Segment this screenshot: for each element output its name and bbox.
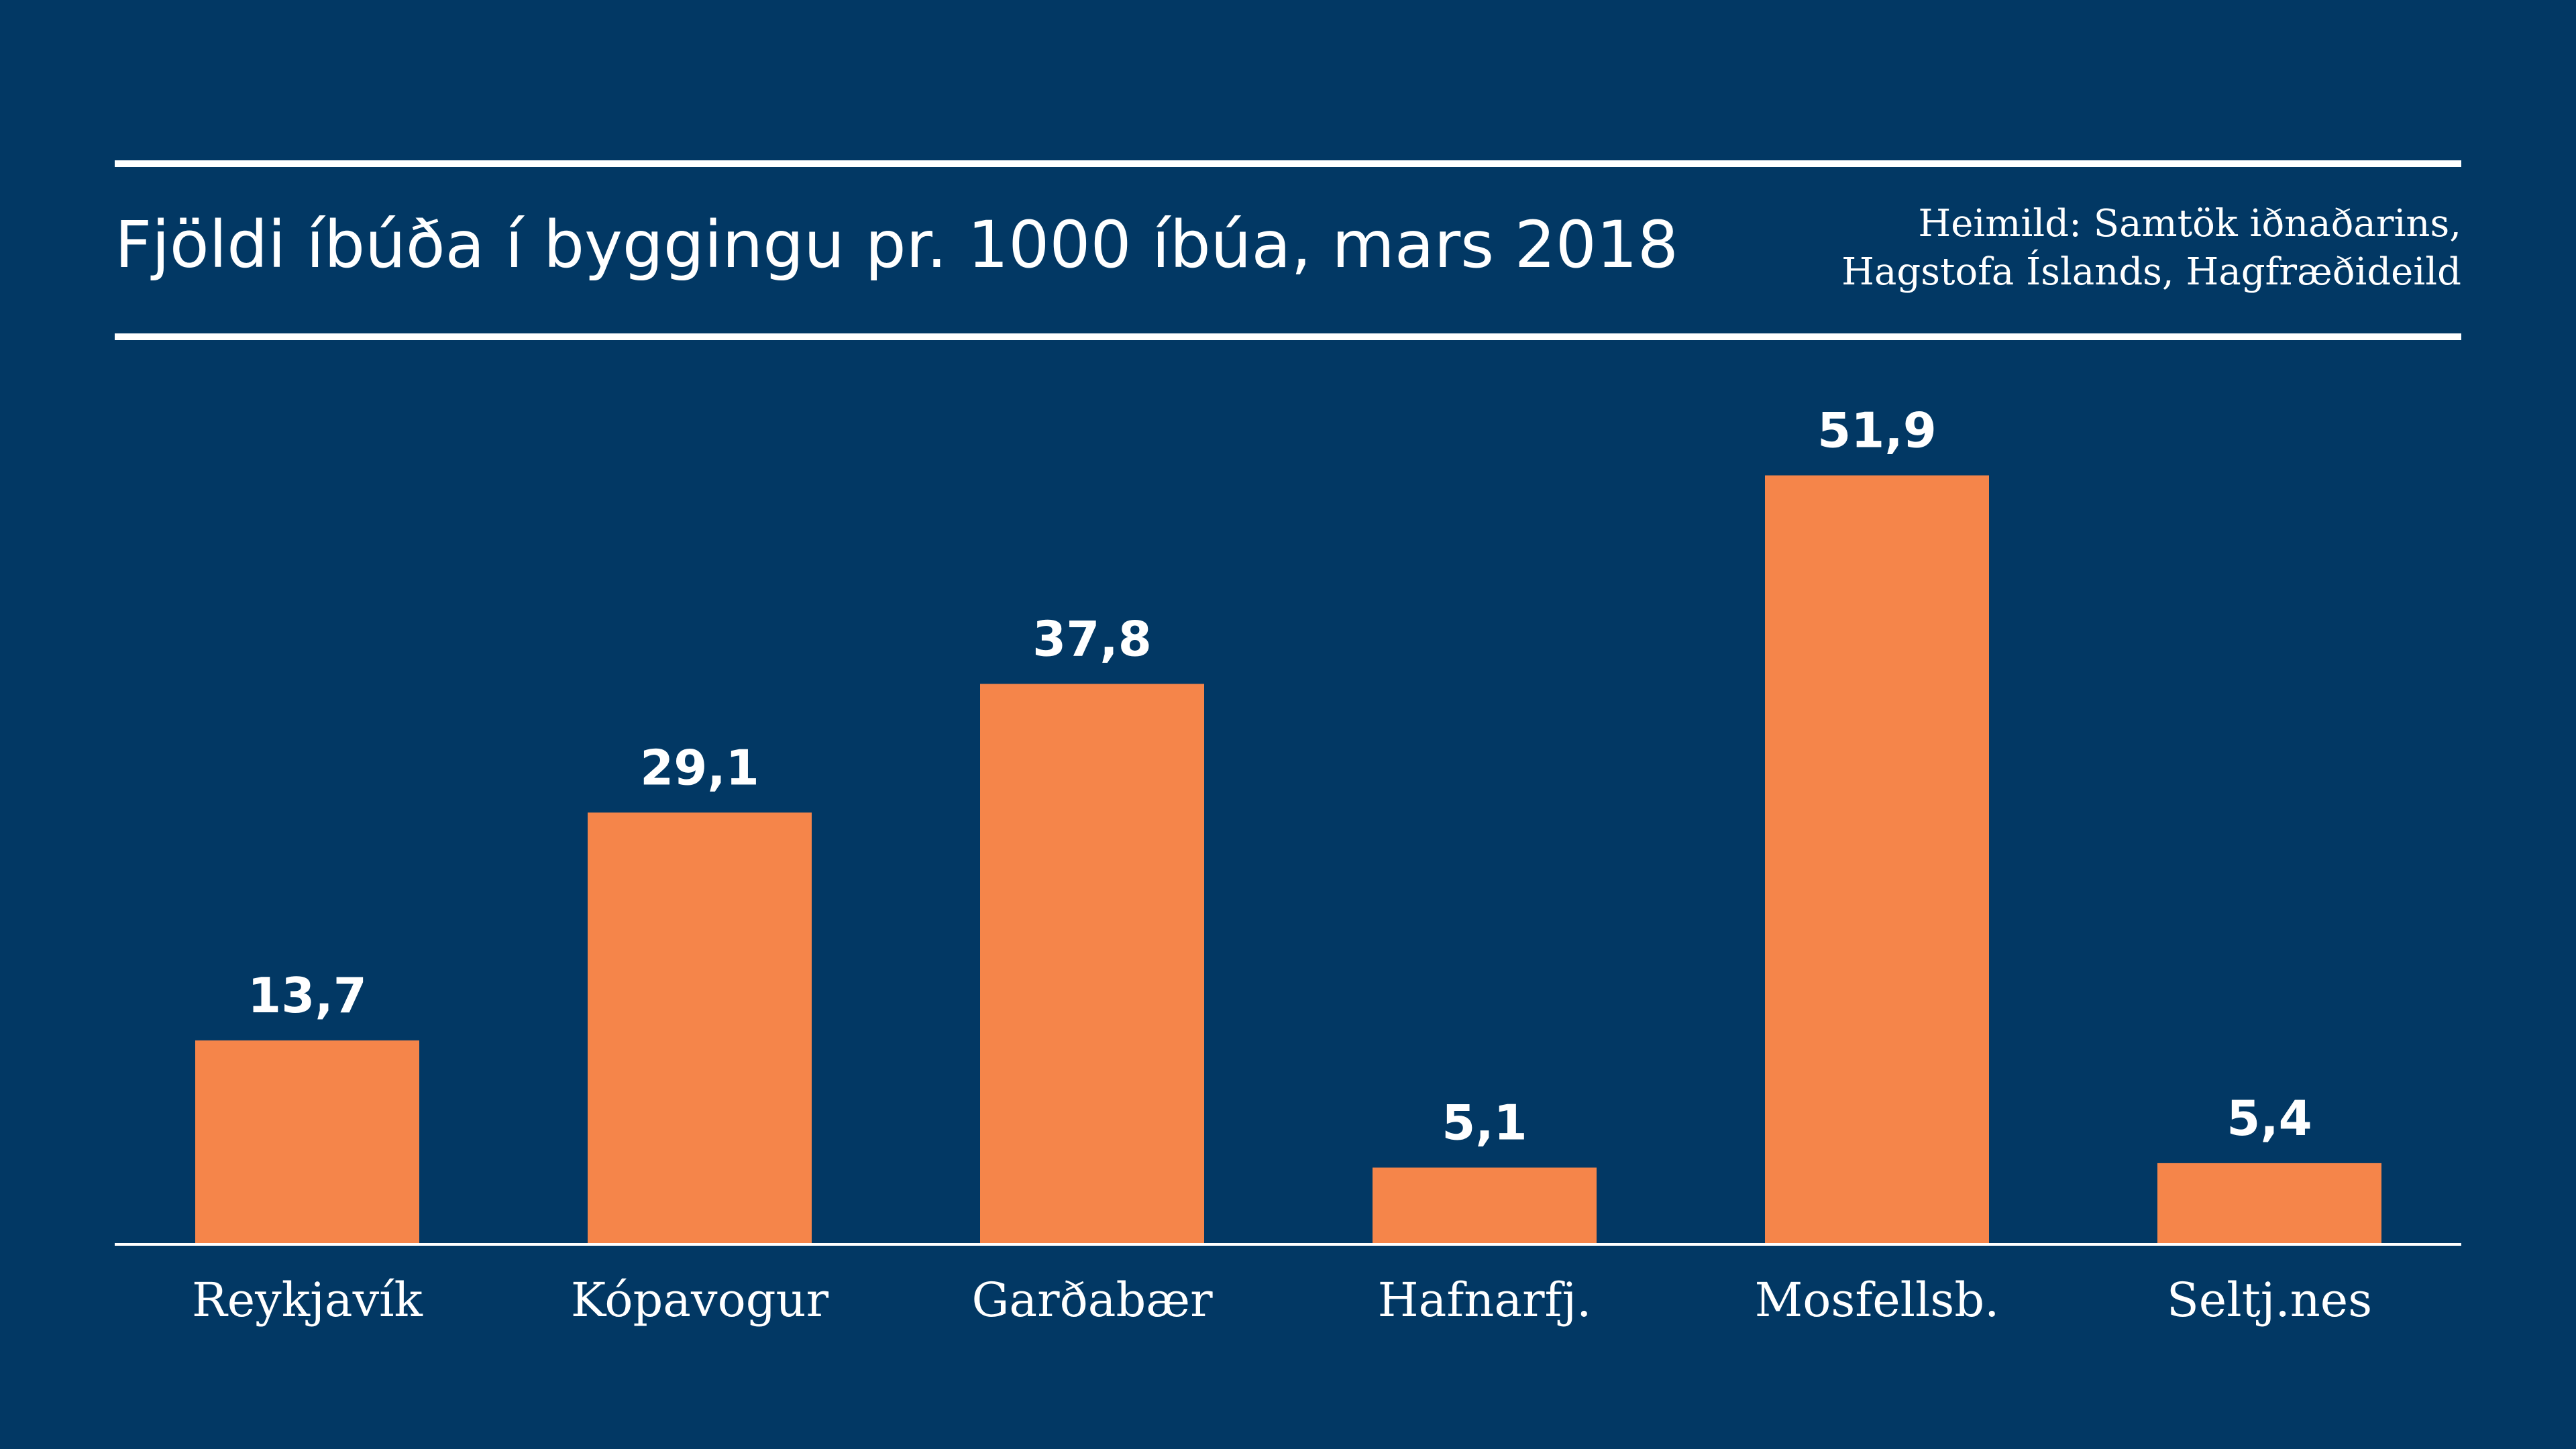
value-label-3: 5,1 [1442, 1095, 1527, 1151]
value-label-5: 5,4 [2226, 1090, 2312, 1146]
value-label-4: 51,9 [1817, 402, 1937, 459]
category-label-2: Garðabær [971, 1273, 1213, 1328]
bar-0 [195, 1040, 419, 1243]
value-label-0: 13,7 [248, 967, 367, 1024]
bar-5 [2157, 1163, 2381, 1243]
category-label-1: Kópavogur [571, 1273, 829, 1328]
chart-title: Fjöldi íbúða í byggingu pr. 1000 íbúa, m… [115, 207, 1678, 282]
bar-3 [1373, 1167, 1597, 1243]
category-label-5: Seltj.nes [2167, 1273, 2372, 1328]
source-line-2: Hagstofa Íslands, Hagfræðideild [1841, 250, 2461, 294]
bar-4 [1765, 475, 1989, 1243]
category-label-0: Reykjavík [192, 1273, 423, 1328]
bars-group [195, 475, 2381, 1243]
value-label-2: 37,8 [1032, 611, 1152, 667]
bottom-divider [115, 333, 2461, 340]
source-note: Heimild: Samtök iðnaðarins, Hagstofa Ísl… [1656, 200, 2461, 297]
category-labels-group: Reykjavík Kópavogur Garðabær Hafnarfj. Mosfe… [192, 1273, 2372, 1328]
bar-2 [980, 684, 1204, 1243]
value-labels-group: 13,7 29,1 37,8 5,1 51,9 5,4 [248, 402, 2312, 1151]
category-label-4: Mosfellsb. [1755, 1273, 2000, 1328]
category-label-3: Hafnarfj. [1378, 1273, 1592, 1328]
source-line-1: Heimild: Samtök iðnaðarins, [1918, 202, 2461, 246]
top-divider [115, 160, 2461, 167]
value-label-1: 29,1 [640, 739, 759, 796]
bar-1 [588, 812, 812, 1243]
